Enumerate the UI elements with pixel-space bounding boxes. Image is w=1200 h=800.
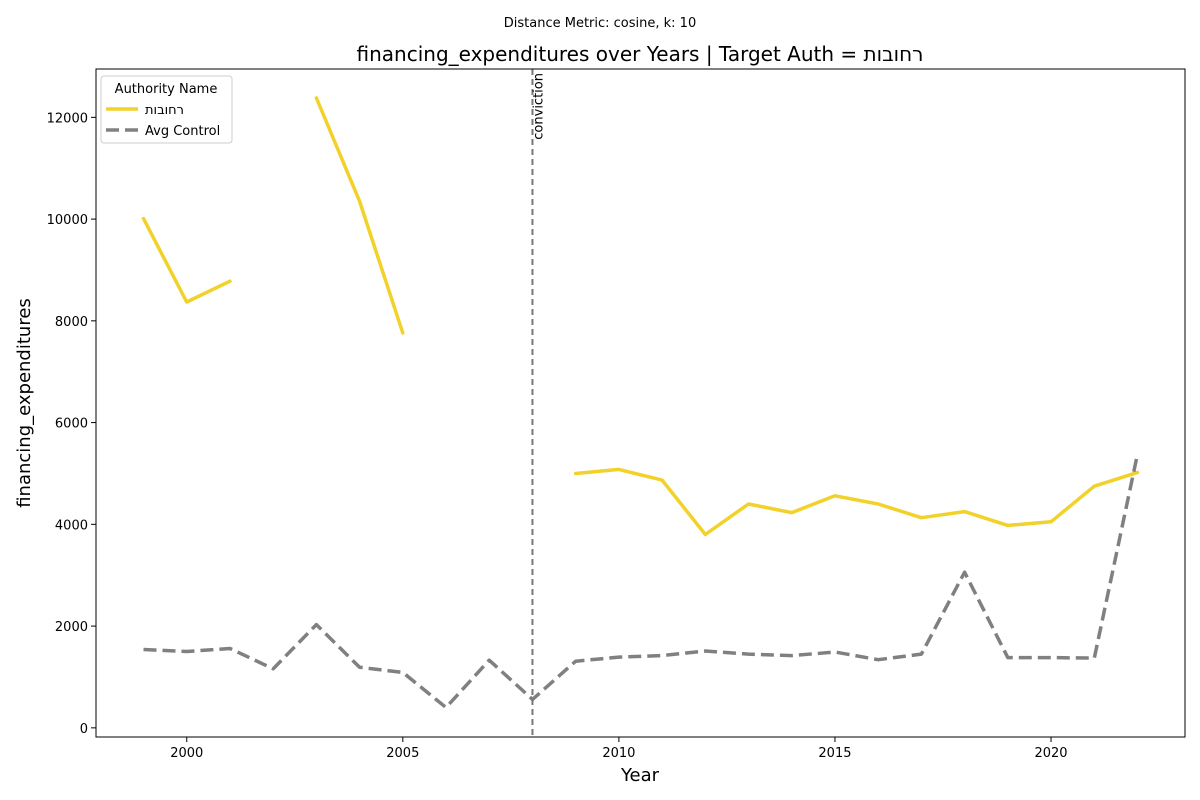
- y-axis: 0 2000 4000 6000 8000 10000 12000: [47, 111, 96, 737]
- y-tick-label: 10000: [47, 213, 88, 228]
- y-tick-label: 2000: [55, 620, 88, 635]
- legend-label-1: Avg Control: [145, 124, 220, 139]
- x-axis-label: Year: [620, 765, 660, 786]
- legend-box: [100, 75, 233, 144]
- series-line-0: [141, 96, 1140, 537]
- legend[interactable]: Authority Name רחובות Avg Control: [100, 75, 233, 144]
- x-tick-label: 2000: [170, 746, 203, 761]
- legend-title: Authority Name: [115, 82, 218, 97]
- conviction-label: conviction: [531, 73, 546, 140]
- plot-lines: [141, 96, 1140, 710]
- x-tick-label: 2010: [602, 746, 635, 761]
- chart-title: financing_expenditures over Years | Targ…: [357, 42, 924, 66]
- y-tick-label: 4000: [55, 518, 88, 533]
- y-axis-label: financing_expenditures: [14, 298, 35, 508]
- annotation-layer: conviction: [531, 69, 546, 737]
- x-tick-label: 2015: [818, 746, 851, 761]
- x-tick-label: 2005: [386, 746, 419, 761]
- x-tick-label: 2020: [1034, 746, 1067, 761]
- y-tick-label: 0: [80, 722, 88, 737]
- y-tick-label: 8000: [55, 315, 88, 330]
- legend-entries: רחובות Avg Control: [106, 103, 220, 139]
- y-tick-label: 6000: [55, 417, 88, 432]
- series-line-1: [143, 453, 1140, 710]
- x-axis: 2000 2005 2010 2015 2020: [170, 737, 1068, 761]
- y-tick-label: 12000: [47, 111, 88, 126]
- legend-label-0: רחובות: [145, 103, 184, 118]
- plot-frame: [95, 68, 1186, 738]
- figure-suptitle: Distance Metric: cosine, k: 10: [504, 16, 696, 31]
